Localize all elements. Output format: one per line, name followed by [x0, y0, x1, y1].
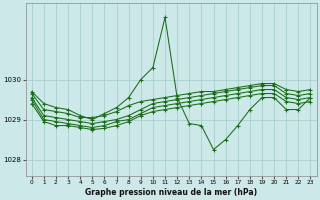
X-axis label: Graphe pression niveau de la mer (hPa): Graphe pression niveau de la mer (hPa) [85, 188, 257, 197]
